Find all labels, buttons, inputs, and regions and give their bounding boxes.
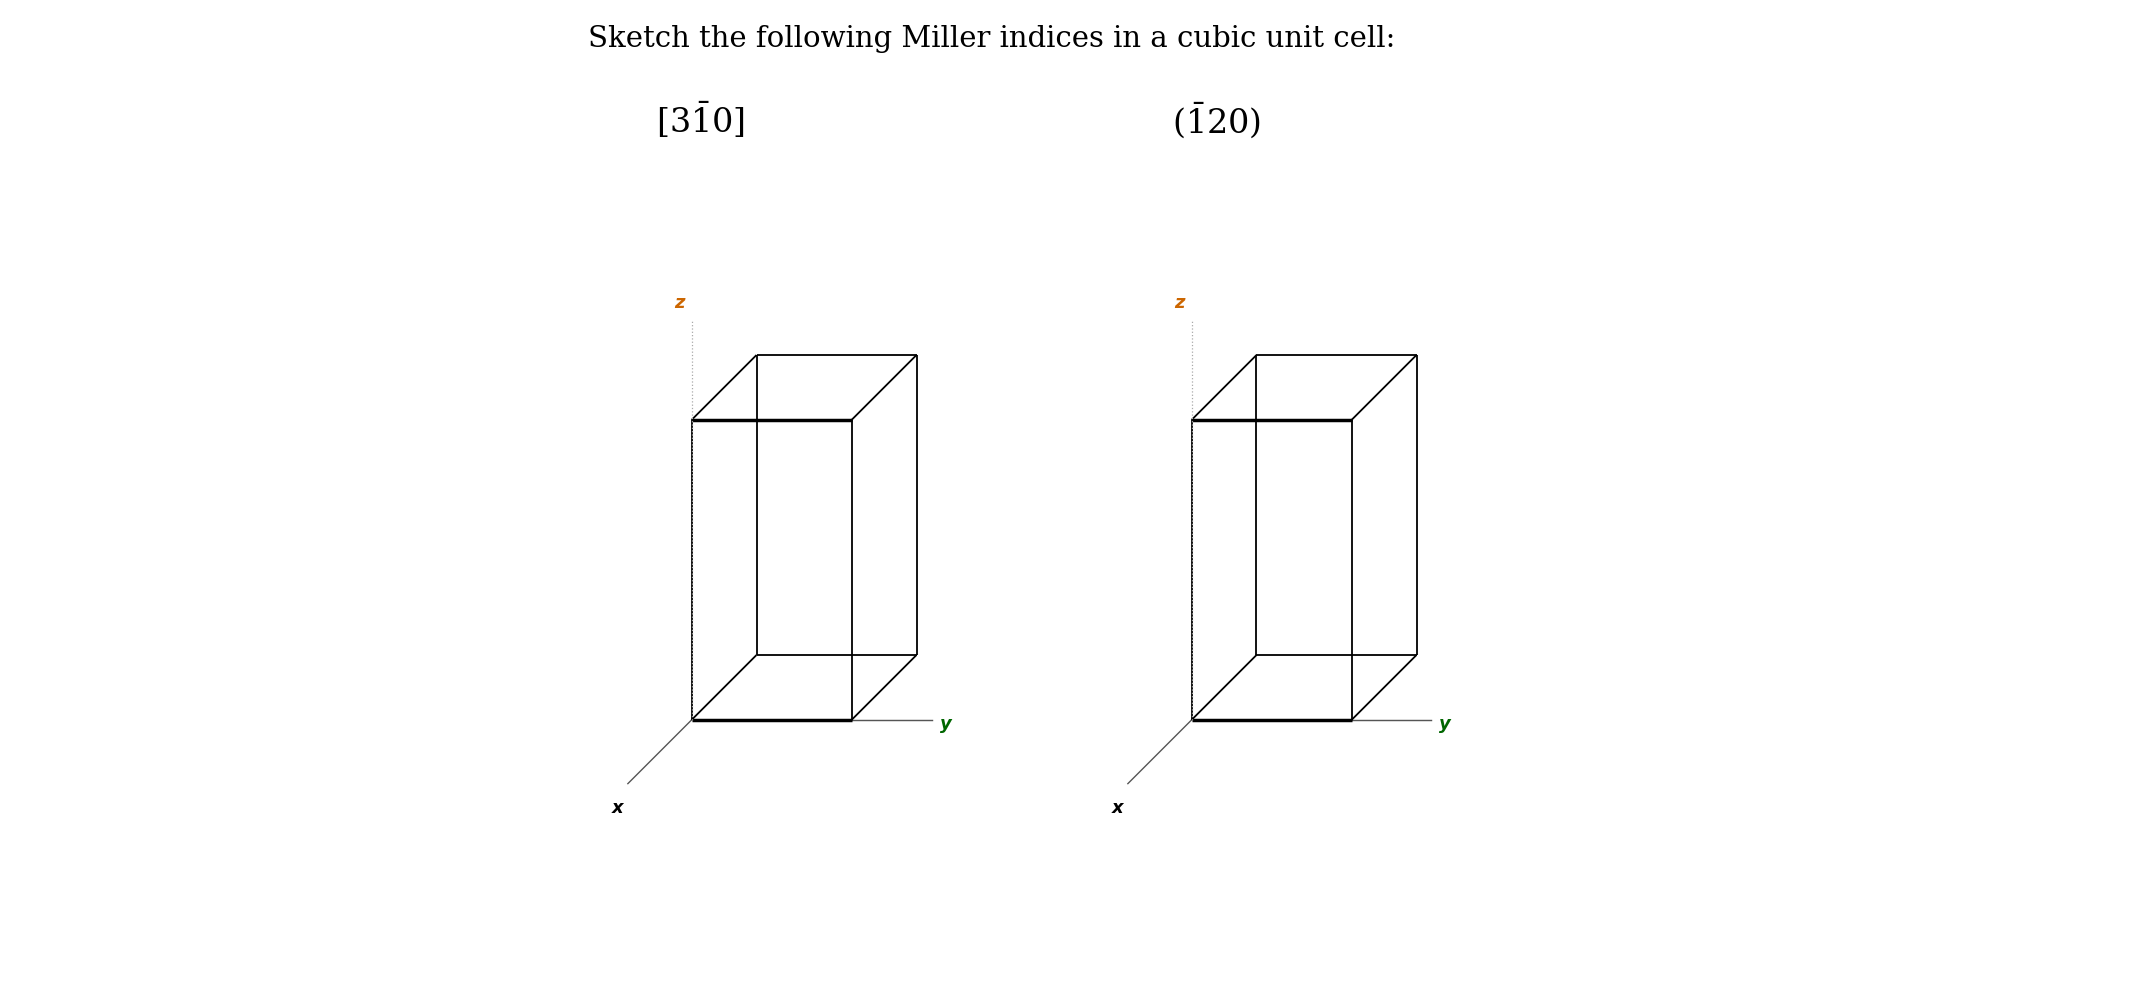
Text: [3$\mathregular{\bar{1}}$0]: [3$\mathregular{\bar{1}}$0] <box>657 100 745 140</box>
Text: ($\mathregular{\bar{1}}$20): ($\mathregular{\bar{1}}$20) <box>1171 100 1260 140</box>
Text: y: y <box>939 715 952 733</box>
Text: x: x <box>1113 799 1124 817</box>
Text: Sketch the following Miller indices in a cubic unit cell:: Sketch the following Miller indices in a… <box>588 25 1395 53</box>
Text: z: z <box>1173 294 1184 312</box>
Text: z: z <box>674 294 685 312</box>
Text: y: y <box>1440 715 1451 733</box>
Text: x: x <box>611 799 624 817</box>
